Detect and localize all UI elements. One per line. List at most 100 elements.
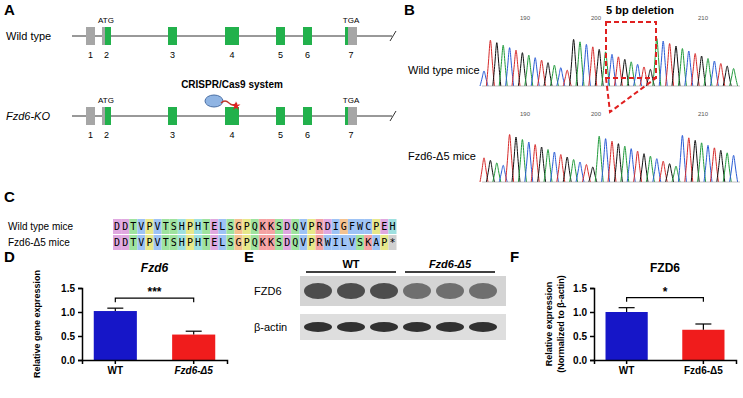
exon-number: 7 [348, 50, 353, 60]
residue-box [332, 219, 340, 234]
tick-mark [78, 360, 82, 362]
residue-box [202, 235, 210, 250]
tick: 0.0 [573, 355, 594, 366]
exon-cds [345, 27, 348, 45]
sequence-label: Fzd6-Δ5 mice [8, 237, 70, 248]
trace-baseline [482, 182, 740, 183]
residue-box [137, 235, 145, 250]
residue-box [154, 219, 162, 234]
tick-mark [626, 360, 628, 364]
position-label: 190 [520, 15, 531, 21]
residue-box [388, 235, 396, 250]
tick-mark [590, 336, 594, 338]
tick-mark [78, 288, 82, 290]
position-label: 200 [591, 15, 602, 21]
error-cap [619, 307, 635, 308]
residue-box [324, 235, 332, 250]
start-codon: ATG [98, 96, 114, 105]
residue-box [226, 235, 234, 250]
tick-label: 0.0 [573, 355, 587, 366]
residue-box [364, 219, 372, 234]
residue-box [194, 235, 202, 250]
tick: 1.5 [61, 283, 82, 294]
residue-box [275, 235, 283, 250]
residue-box [235, 235, 243, 250]
exon [345, 107, 357, 125]
chromatogram: Wild type mice190200210Fzd6-Δ5 mice19020… [408, 4, 740, 182]
error-cap [107, 308, 123, 309]
residue-box [291, 235, 299, 250]
exon-utr [102, 107, 105, 125]
residue-box [129, 235, 137, 250]
error-bar [695, 324, 711, 330]
band-label: β-actin [254, 321, 287, 333]
bar [94, 311, 137, 360]
tick: 0.5 [573, 331, 594, 342]
trace-peak [730, 155, 738, 182]
tick: 1.0 [61, 307, 82, 318]
exon-number: 5 [278, 50, 283, 60]
tick-label: Fzd6-Δ5 [684, 365, 723, 376]
group-label: WT [342, 258, 359, 270]
gene-diagram: Wild type1234567ATGTGAFzd6-KO1234567ATGT… [6, 16, 396, 140]
residue-box [186, 235, 194, 250]
tick-label: Fzd6-Δ5 [174, 365, 213, 376]
residue-box [259, 219, 267, 234]
bar-chart: FZD60.00.51.01.5WTFzd6-Δ5Relative expres… [544, 261, 737, 376]
significance-label: * [663, 285, 668, 299]
bars [606, 308, 725, 360]
band [337, 283, 365, 299]
bars [94, 308, 215, 360]
tick-mark [78, 336, 82, 338]
residue-box [299, 219, 307, 234]
tick-label: 0.5 [573, 331, 587, 342]
residue-box [218, 235, 226, 250]
residue-box [380, 219, 388, 234]
break-mark [390, 31, 396, 41]
residue-box [388, 219, 396, 234]
position-label: 210 [698, 15, 709, 21]
group-label: Fzd6-Δ5 [429, 258, 472, 270]
deletion-arrow [606, 78, 656, 112]
western-blot: FZD6β-actinWTFzd6-Δ5 [254, 258, 506, 340]
sequence-label: Wild type mice [8, 221, 73, 232]
band [403, 283, 431, 299]
deletion-box [606, 22, 656, 78]
band [436, 283, 464, 299]
panel-label: D [4, 248, 15, 265]
residue-box [267, 219, 275, 234]
residue-box [316, 219, 324, 234]
y-axis: 0.00.51.01.5 [573, 283, 594, 366]
blot-strip [300, 276, 506, 306]
residue-box [267, 235, 275, 250]
x-axis: WTFzd6-Δ5 [83, 360, 228, 376]
residue-box [210, 219, 218, 234]
residue-box [380, 235, 388, 250]
tick-mark [590, 288, 594, 290]
residue-box [162, 235, 170, 250]
error-stem [703, 324, 704, 330]
error-cap [695, 323, 711, 324]
residue-box [299, 235, 307, 250]
row-label: Wild type mice [408, 64, 480, 76]
deletion-label: 5 bp deletion [606, 4, 674, 16]
exon [86, 27, 95, 45]
stop-codon: TGA [343, 96, 360, 105]
tick: Fzd6-Δ5 [174, 360, 213, 376]
error-stem [626, 308, 627, 312]
error-bar [107, 308, 123, 311]
tick: Fzd6-Δ5 [684, 360, 723, 376]
sequence: DDTVPVTSHPHTELSGPQKKSDQVPRWILVSKAP* [114, 237, 395, 248]
start-codon: ATG [98, 16, 114, 25]
residue-box [178, 219, 186, 234]
tick: 0.0 [61, 355, 82, 366]
residue-box [348, 235, 356, 250]
position-label: 210 [698, 111, 709, 117]
exon [86, 107, 95, 125]
axis-line [590, 289, 595, 361]
significance-label: *** [147, 285, 161, 299]
residue-box [307, 219, 315, 234]
row-label: Fzd6-KO [6, 110, 50, 122]
exon-utr [102, 27, 105, 45]
residue-box [251, 235, 259, 250]
